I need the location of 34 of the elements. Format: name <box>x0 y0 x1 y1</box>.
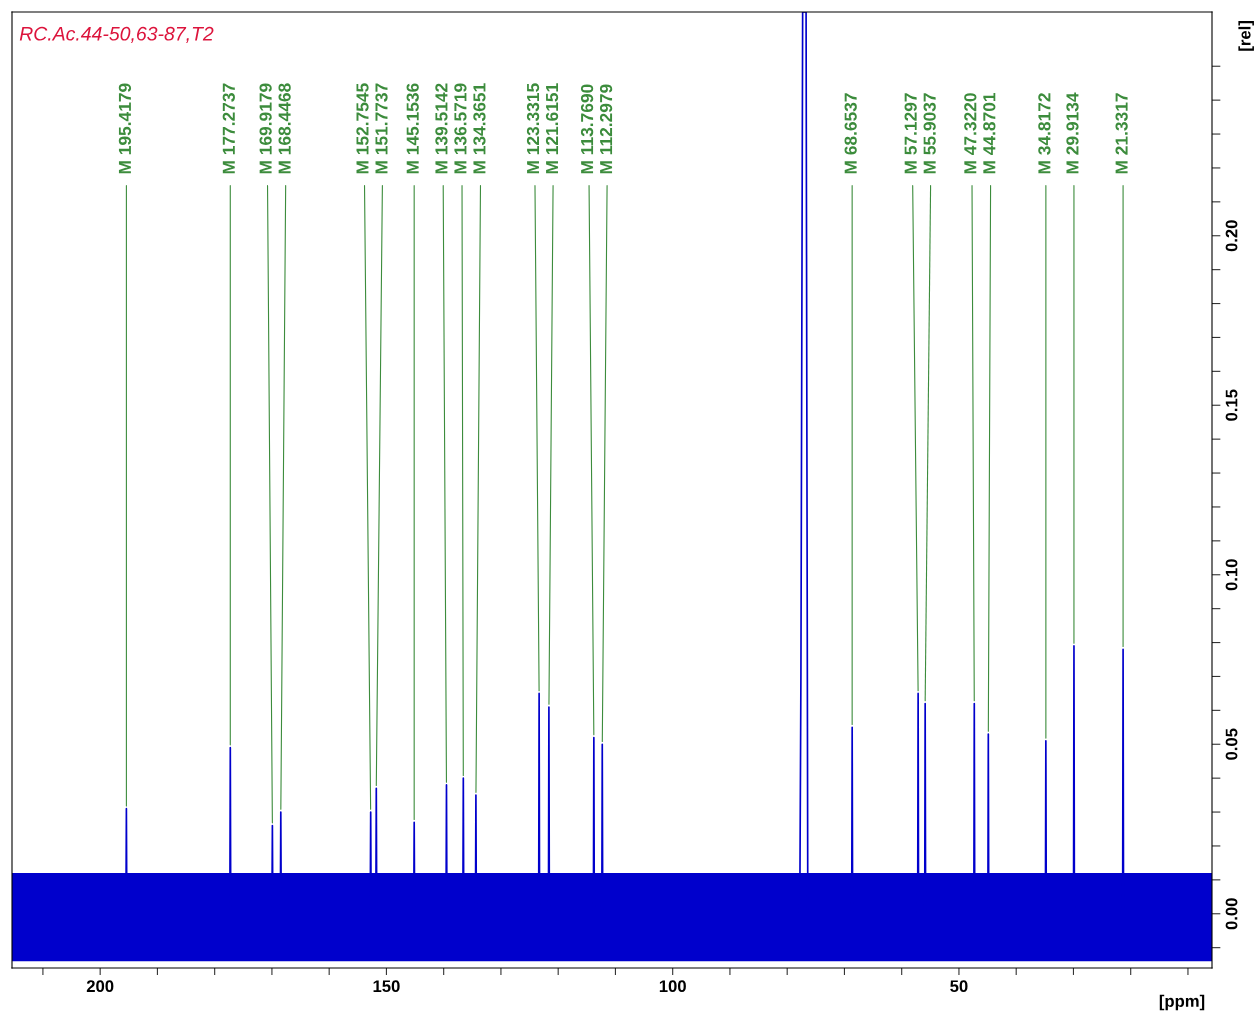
annotation: M 112.2979 <box>599 84 613 174</box>
y-axis-title: [rel] <box>1238 21 1254 51</box>
x-axis-title: [ppm] <box>1159 994 1205 1011</box>
annotation: M 68.6537 <box>844 93 857 174</box>
annotation: M 152.7545 <box>356 83 369 174</box>
annotation: M 47.3220 <box>964 93 977 174</box>
y-tick-label: 0.10 <box>1225 559 1238 591</box>
annotation: M 139.5142 <box>435 83 448 174</box>
annotation: M 123.3315 <box>526 83 540 174</box>
y-tick-label: 0.05 <box>1225 728 1238 760</box>
annotation: M 169.9179 <box>259 83 272 174</box>
annotation: M 145.1536 <box>406 83 419 174</box>
y-tick-label: 0.15 <box>1225 389 1238 421</box>
annotation: M 195.4179 <box>118 83 132 174</box>
y-tick-label: 0.00 <box>1225 898 1238 930</box>
annotation: M 168.4468 <box>278 83 291 174</box>
x-tick-label: 200 <box>86 980 114 993</box>
x-tick-label: 150 <box>373 980 400 993</box>
annotation: M 29.9134 <box>1066 92 1079 174</box>
annotation: M 57.1297 <box>904 93 917 174</box>
y-tick-label: 0.20 <box>1225 220 1238 252</box>
x-tick-label: 50 <box>950 980 968 993</box>
x-tick-label: 100 <box>659 980 686 993</box>
annotation: M 177.2737 <box>222 83 235 174</box>
annotation: M 136.5719 <box>454 83 467 174</box>
annotation: M 55.9037 <box>923 93 936 174</box>
annotation: M 44.8701 <box>983 92 996 174</box>
annotation: M 121.6151 <box>545 83 559 174</box>
text: RC.Ac.44-50,63-87,T2 <box>19 26 214 43</box>
annotation: M 151.7737 <box>375 83 388 174</box>
annotation: M 134.3651 <box>473 83 486 174</box>
annotation: M 113.7690 <box>580 84 594 174</box>
annotation: M 34.8172 <box>1038 93 1051 174</box>
annotation: M 21.3317 <box>1115 93 1128 174</box>
